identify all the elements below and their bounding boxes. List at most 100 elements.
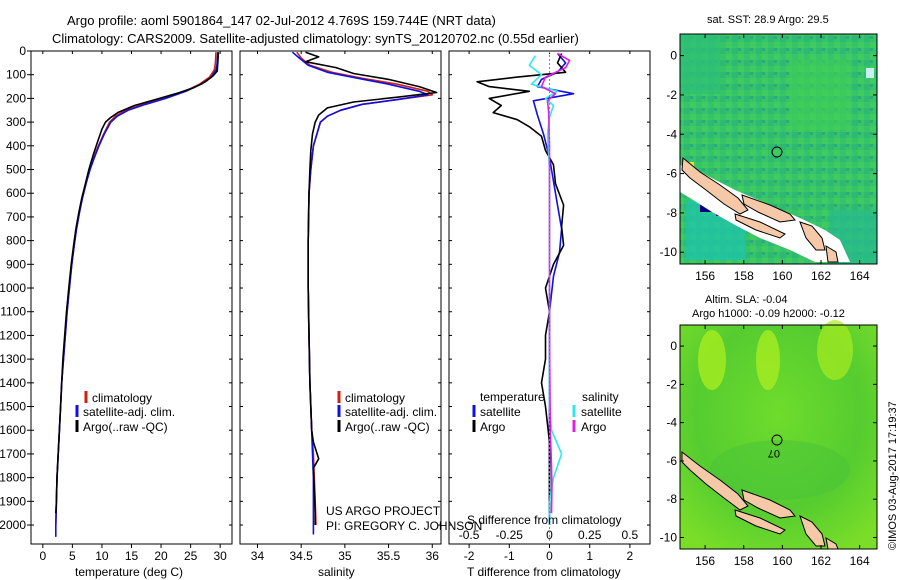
island-outline xyxy=(799,221,826,251)
x-tick-label: -1 xyxy=(504,549,515,563)
depth-tick-label: 1800 xyxy=(0,471,26,485)
sst-cool-patch xyxy=(790,60,850,130)
lat-tick-label: 0 xyxy=(670,49,677,63)
depth-tick-label: 300 xyxy=(6,115,26,129)
lon-tick-label: 164 xyxy=(850,269,870,283)
legend-label-climatology: climatology xyxy=(92,391,152,405)
depth-tick-label: 0 xyxy=(19,44,26,58)
depth-tick-label: 400 xyxy=(6,139,26,153)
difference-xlabel-top: S difference from climatology xyxy=(467,513,622,527)
lat-tick-label: -10 xyxy=(660,245,678,259)
sla-high-blob xyxy=(817,320,853,380)
salinity-difference-x-axis: -0.5-0.2500.250.5 xyxy=(459,528,639,542)
series-line-satellite-adj-clim- xyxy=(291,51,429,535)
x-tick-label: -2 xyxy=(464,549,475,563)
x2-tick-label: 0.5 xyxy=(622,528,639,542)
depth-tick-label: 900 xyxy=(6,257,26,271)
legend-header-temperature: temperature xyxy=(480,390,545,404)
argo-location-marker xyxy=(771,146,783,158)
x2-tick-label: -0.25 xyxy=(496,528,524,542)
depth-tick-label: 600 xyxy=(6,186,26,200)
difference-series xyxy=(476,51,575,544)
argo-marker-label: 07 xyxy=(768,447,780,459)
lon-tick-label: 158 xyxy=(734,554,754,568)
island-outline xyxy=(734,213,786,239)
temperature-xlabel: temperature (deg C) xyxy=(75,565,183,579)
project-line-2: PI: GREGORY C. JOHNSON xyxy=(326,519,482,533)
x-tick-label: 35.5 xyxy=(377,549,401,563)
salinity-series xyxy=(291,51,438,535)
depth-tick-label: 1000 xyxy=(0,281,26,295)
legend-label-temperature-argo: Argo xyxy=(480,420,506,434)
depth-tick-label: 1300 xyxy=(0,352,26,366)
depth-axis: 0 100 200 300 400 500 600 700 800 900 1000 1100 1200… xyxy=(0,44,650,532)
x-tick-label: 30 xyxy=(213,549,227,563)
legend-label-salinity-satellite: satellite xyxy=(581,405,622,419)
legend-label-argo: Argo(..raw -QC) xyxy=(345,420,430,434)
island-outline xyxy=(741,489,796,519)
x-tick-label: 35 xyxy=(338,549,352,563)
depth-tick-label: 1200 xyxy=(0,328,26,342)
lat-tick-label: -8 xyxy=(666,206,677,220)
lat-tick-label: -8 xyxy=(666,492,677,506)
legend-label-satellite: satellite-adj. clim. xyxy=(83,405,175,419)
depth-tick-label: 1900 xyxy=(0,494,26,508)
lon-tick-label: 160 xyxy=(772,269,792,283)
lon-tick-label: 164 xyxy=(850,554,870,568)
legend-label-satellite: satellite-adj. clim. xyxy=(345,405,437,419)
map1-title: sat. SST: 28.9 Argo: 29.5 xyxy=(707,14,829,26)
x2-tick-label: -0.5 xyxy=(459,528,480,542)
temperature-legend: climatology satellite-adj. clim. Argo(..… xyxy=(75,391,175,434)
island-outline xyxy=(681,450,749,511)
island-outline xyxy=(825,245,839,263)
legend-header-salinity: salinity xyxy=(582,390,619,404)
depth-tick-label: 2000 xyxy=(0,518,26,532)
sst-highlight-cell xyxy=(866,68,874,78)
argo-location-marker xyxy=(771,434,783,446)
island-outline xyxy=(681,157,749,215)
series-line-argo-raw-qc- xyxy=(55,52,220,514)
map2-title-line-1: Altim. SLA: -0.04 xyxy=(705,294,788,306)
depth-tick-label: 1100 xyxy=(0,305,26,319)
imos-watermark: ©IMOS 03-Aug-2017 17:19:37 xyxy=(887,401,899,550)
series-line-salinity-argo xyxy=(540,52,571,514)
depth-tick-label: 1700 xyxy=(0,447,26,461)
x-tick-label: 0 xyxy=(546,549,553,563)
temperature-panel xyxy=(30,50,233,545)
x-tick-label: 0 xyxy=(39,549,46,563)
series-line-temperature-argo xyxy=(476,53,567,514)
depth-tick-label: 700 xyxy=(6,210,26,224)
difference-xlabel: T difference from climatology xyxy=(467,565,621,579)
sst-map: 156 158 160 162 164 0 -2 -4 -6 -8 -10 xyxy=(660,33,878,283)
sst-warm-patch xyxy=(680,34,720,94)
island-outline xyxy=(734,509,786,535)
island-outline xyxy=(741,194,796,223)
salinity-x-axis: 34 34.5 35 35.5 36 xyxy=(251,51,439,563)
x2-tick-label: 0.25 xyxy=(578,528,602,542)
island-outline xyxy=(799,515,826,547)
x-tick-label: 36 xyxy=(426,549,440,563)
depth-tick-label: 100 xyxy=(6,68,26,82)
depth-tick-label: 500 xyxy=(6,163,26,177)
lat-tick-label: 0 xyxy=(670,339,677,353)
lon-tick-label: 156 xyxy=(695,269,715,283)
x-tick-label: 15 xyxy=(125,549,139,563)
x-tick-label: 34 xyxy=(251,549,265,563)
lat-tick-label: -10 xyxy=(660,531,678,545)
temperature-x-axis: 0 5 10 15 20 25 30 xyxy=(39,51,227,563)
series-line-temperature-satellite xyxy=(532,52,575,525)
x-tick-label: 25 xyxy=(184,549,198,563)
series-line-argo-raw-qc- xyxy=(304,51,438,525)
sla-map-frame xyxy=(679,324,878,550)
map1-axes: 156 158 160 162 164 0 -2 -4 -6 -8 -10 xyxy=(660,34,877,283)
lat-tick-label: -2 xyxy=(666,88,677,102)
map2-axes: 156 158 160 162 164 0 -2 -4 -6 -8 -10 xyxy=(660,325,877,568)
sla-map: 07 156 158 160 162 164 0 -2 -4 -6 -8 -10 xyxy=(660,320,878,568)
legend-label-climatology: climatology xyxy=(345,391,405,405)
x-tick-label: 20 xyxy=(154,549,168,563)
lon-tick-label: 162 xyxy=(811,554,831,568)
difference-legend: temperature salinity satellite Argo sate… xyxy=(472,390,622,434)
lat-tick-label: -6 xyxy=(666,167,677,181)
title-line-2: Climatology: CARS2009. Satellite-adjuste… xyxy=(52,31,579,46)
